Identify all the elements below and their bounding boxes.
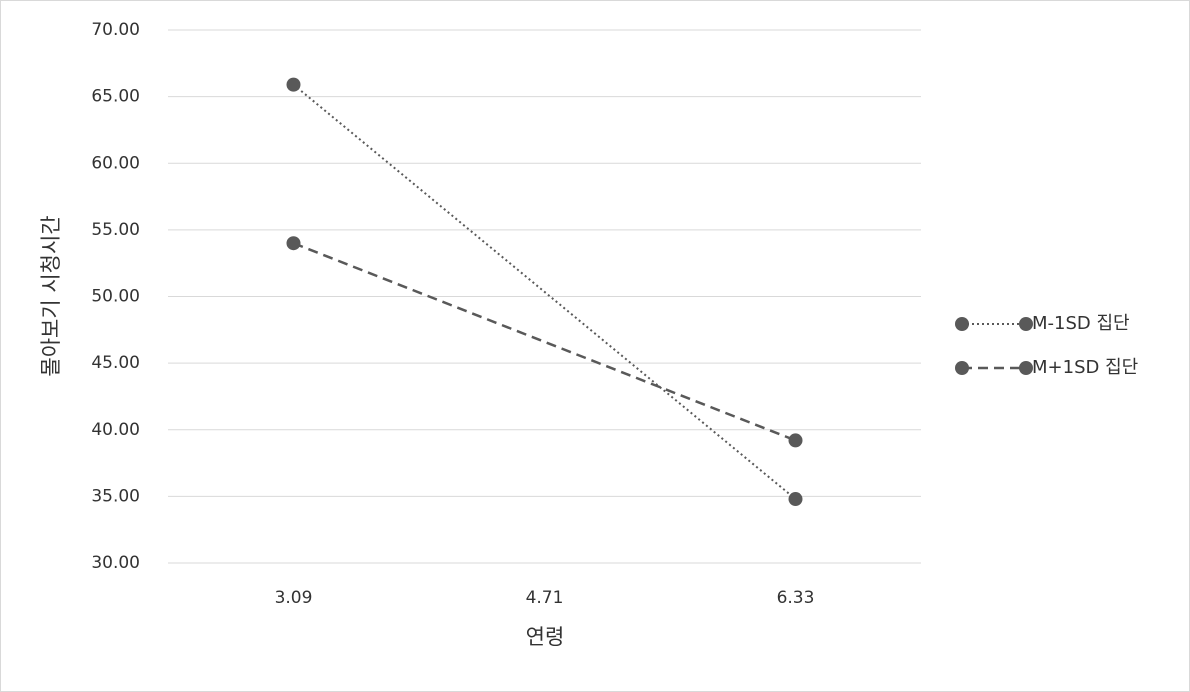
y-tick-label: 40.00 xyxy=(91,420,140,440)
y-tick-label: 30.00 xyxy=(91,553,140,573)
y-tick-label: 50.00 xyxy=(91,287,140,307)
legend-label: M+1SD 집단 xyxy=(1032,357,1138,378)
legend-marker xyxy=(1019,361,1033,375)
x-tick-label: 4.71 xyxy=(526,588,564,608)
y-tick-label: 60.00 xyxy=(91,153,140,173)
x-tick-label: 3.09 xyxy=(275,588,313,608)
series-line xyxy=(293,242,796,442)
series-line xyxy=(292,83,797,500)
data-point xyxy=(788,492,803,507)
legend-marker xyxy=(955,317,969,331)
data-point xyxy=(286,77,301,92)
y-axis-label: 몰아보기 시청시간 xyxy=(39,215,63,376)
data-point xyxy=(788,433,803,448)
y-tick-label: 70.00 xyxy=(91,20,140,40)
legend-marker xyxy=(1019,317,1033,331)
y-tick-label: 45.00 xyxy=(91,353,140,373)
y-tick-label: 55.00 xyxy=(91,220,140,240)
legend-marker xyxy=(955,361,969,375)
x-tick-label: 6.33 xyxy=(777,588,815,608)
x-axis-label: 연령 xyxy=(526,625,565,649)
y-tick-label: 65.00 xyxy=(91,87,140,107)
data-point xyxy=(286,236,301,251)
legend-label: M-1SD 집단 xyxy=(1032,313,1130,334)
y-tick-label: 35.00 xyxy=(91,486,140,506)
